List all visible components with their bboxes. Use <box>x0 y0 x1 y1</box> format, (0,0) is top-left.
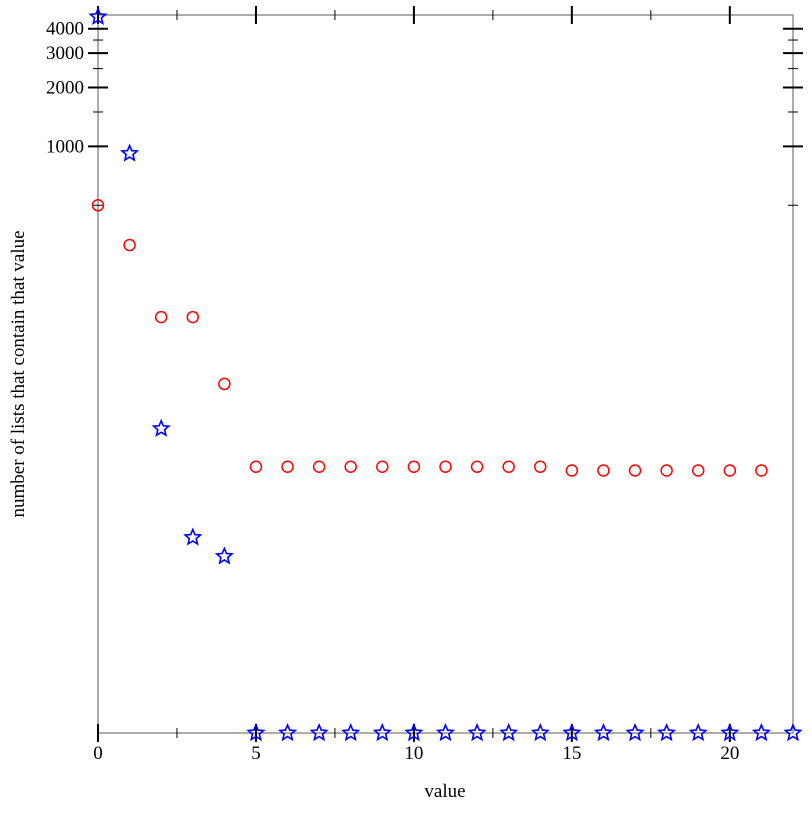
star-point <box>530 722 550 742</box>
plot-frame <box>97 14 794 734</box>
star-point <box>593 722 614 742</box>
circle-point <box>91 199 105 212</box>
star-point <box>88 6 108 26</box>
circle-point <box>123 238 136 252</box>
star-point <box>499 722 519 742</box>
circle-point <box>565 464 579 477</box>
circle-point <box>249 460 263 473</box>
star-point <box>372 722 392 742</box>
circle-point <box>723 464 737 477</box>
star-point <box>341 722 361 742</box>
circle-point <box>470 460 484 473</box>
circle-point <box>439 460 452 473</box>
x-tick-label: 20 <box>720 743 739 764</box>
star-point <box>467 722 487 742</box>
star-point <box>720 722 740 742</box>
axes <box>97 14 794 734</box>
x-tick-label: 5 <box>251 743 261 764</box>
x-tick-label: 0 <box>93 743 103 764</box>
circle-point <box>344 460 357 473</box>
circle-point <box>534 460 547 473</box>
star-point <box>783 722 803 742</box>
circle-point <box>312 460 326 473</box>
star-point <box>183 527 203 546</box>
circle-point <box>691 464 705 477</box>
circle-point <box>186 310 200 324</box>
star-point <box>751 722 771 742</box>
data-points <box>88 6 803 742</box>
circle-point <box>407 460 421 473</box>
y-tick-label: 4000 <box>46 19 84 40</box>
y-axis-label: number of lists that contain that value <box>8 230 29 517</box>
circle-point <box>154 310 168 324</box>
circle-point <box>502 460 515 473</box>
circle-point <box>628 464 642 477</box>
y-tick-label: 3000 <box>46 43 84 64</box>
y-tick-label: 2000 <box>46 78 84 99</box>
star-point <box>120 143 140 162</box>
star-point <box>246 722 266 742</box>
circle-point <box>597 464 610 477</box>
star-point <box>625 722 645 742</box>
star-point <box>404 722 424 742</box>
star-point <box>435 722 456 742</box>
star-point <box>688 722 708 742</box>
x-tick-label: 15 <box>562 743 581 764</box>
star-point <box>657 722 677 742</box>
star-point <box>309 722 329 742</box>
circle-point <box>281 460 294 473</box>
circle-point <box>218 377 231 391</box>
x-axis-label: value <box>424 781 465 802</box>
circle-point <box>755 464 768 477</box>
y-tick-label: 1000 <box>46 136 84 157</box>
star-point <box>562 722 582 742</box>
star-point <box>277 722 298 742</box>
x-tick-label: 10 <box>404 743 423 764</box>
circle-point <box>660 464 673 477</box>
tick-marks: 0 5 10 15 20 1000 2000 3000 4000 <box>46 6 803 764</box>
circle-point <box>376 460 389 473</box>
star-point <box>151 418 171 437</box>
star-point <box>214 546 234 565</box>
